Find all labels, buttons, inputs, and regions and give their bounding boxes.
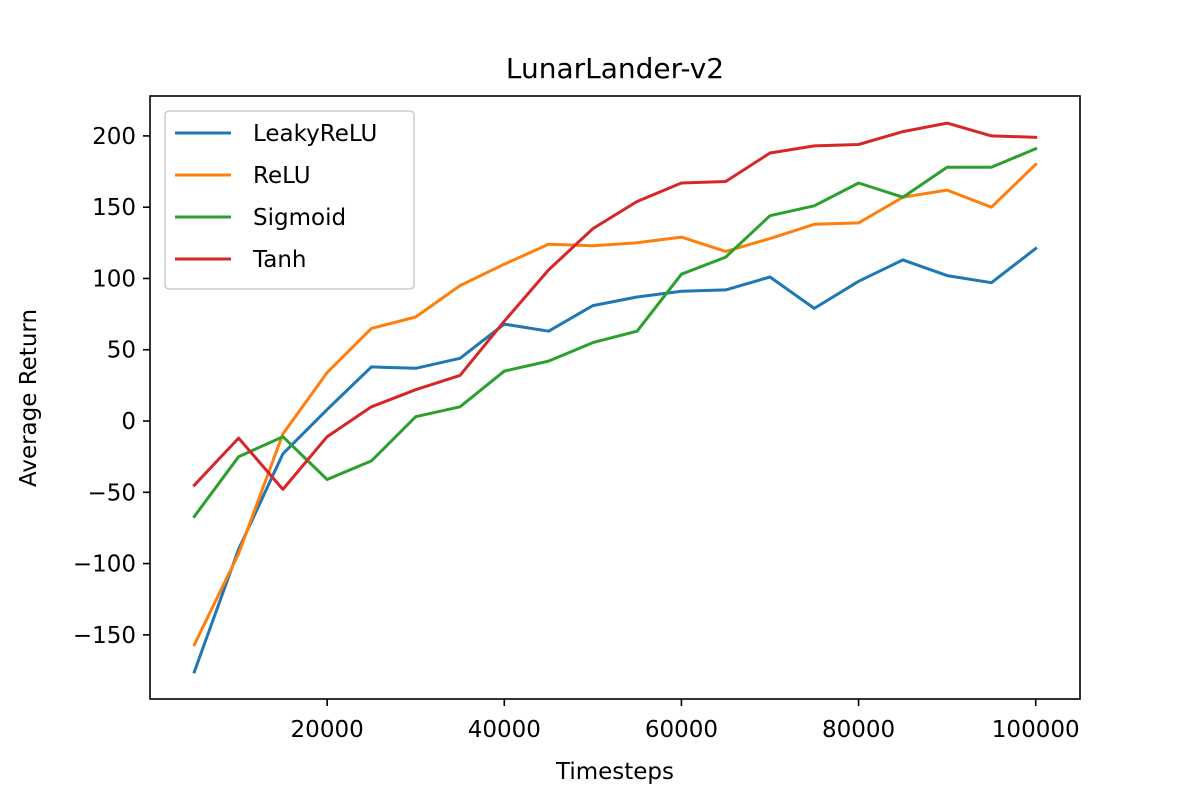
legend-box [164, 110, 415, 290]
y-tick-label: 0 [121, 409, 136, 435]
legend: LeakyReLU ReLU Sigmoid Tanh [164, 110, 415, 290]
y-tick-label: −150 [73, 623, 136, 649]
series-line-tanh [192, 121, 1038, 491]
y-axis: −150 −100 −50 0 50 100 150 200 [73, 124, 150, 649]
series-line-sigmoid [192, 146, 1038, 519]
series-line-leakyrelu [192, 246, 1038, 674]
legend-label: Sigmoid [253, 205, 346, 231]
x-tick-label: 60000 [645, 717, 718, 743]
x-tick-label: 40000 [468, 717, 541, 743]
y-tick-label: −100 [73, 552, 136, 578]
legend-label: LeakyReLU [253, 121, 377, 147]
legend-label: Tanh [252, 247, 307, 273]
series-line-relu [192, 162, 1038, 647]
y-tick-label: 150 [92, 195, 136, 221]
chart-title: LunarLander-v2 [506, 52, 724, 85]
y-axis-label: Average Return [16, 309, 42, 487]
legend-label: ReLU [253, 163, 311, 189]
x-tick-label: 100000 [992, 717, 1080, 743]
x-tick-label: 20000 [291, 717, 364, 743]
y-tick-label: 100 [92, 266, 136, 292]
x-axis: 20000 40000 60000 80000 100000 [291, 699, 1080, 743]
y-tick-label: −50 [87, 480, 136, 506]
y-tick-label: 200 [92, 124, 136, 150]
x-tick-label: 80000 [822, 717, 895, 743]
x-axis-label: Timesteps [555, 759, 674, 785]
y-tick-label: 50 [107, 338, 136, 364]
series-layer [192, 121, 1038, 674]
plot-area-frame [149, 95, 1081, 700]
